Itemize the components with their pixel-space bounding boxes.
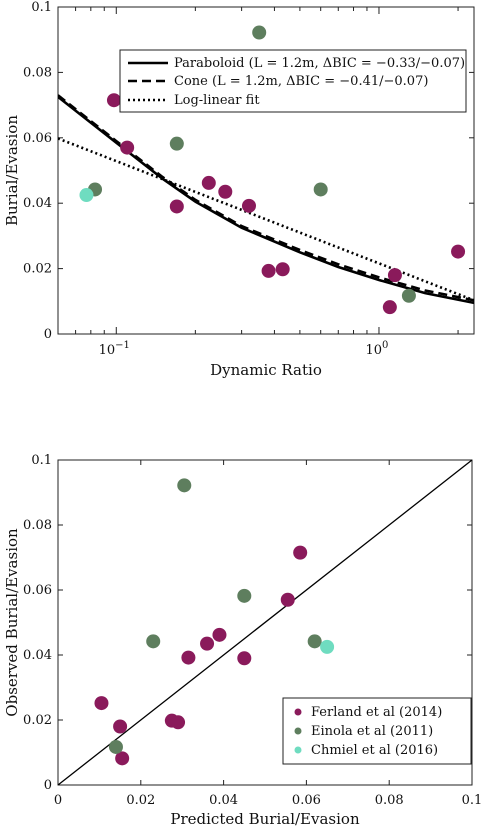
y-tick-label-top: 0.1: [31, 0, 52, 15]
y-tick-label-bottom: 0.1: [31, 453, 52, 468]
paraboloid-line: [58, 95, 474, 305]
plot-area-top: [57, 6, 475, 335]
y-axis-bottom: 0 0.02 0.04 0.06 0.08 0.1: [23, 453, 472, 793]
data-point-top: [252, 25, 267, 40]
chart-top: 0 0.02 0.04 0.06 0.08 0.1 10−1 100 Dynamic Rat…: [3, 0, 475, 379]
y-tick-label-top: 0.06: [23, 131, 52, 146]
y-tick-label-top: 0.08: [23, 65, 52, 80]
legend-marker-ferland: [294, 708, 302, 716]
legend-label-ferland: Ferland et al (2014): [311, 705, 442, 720]
y-axis-label-bottom: Observed Burial/Evasion: [3, 528, 21, 717]
x-tick-label-bottom: 0.06: [292, 793, 321, 808]
x-tick-label-bottom: 0.02: [126, 793, 155, 808]
x-tick-label-bottom: 0.1: [462, 793, 483, 808]
data-point-bottom: [237, 651, 252, 666]
data-point-top: [387, 268, 402, 283]
legend-label-loglinear: Log-linear fit: [174, 93, 260, 108]
data-point-top: [313, 182, 328, 197]
data-point-top: [401, 288, 416, 303]
legend-marker-chmiel: [294, 746, 302, 754]
fit-lines: [58, 94, 474, 305]
y-axis-label-top: Burial/Evasion: [3, 115, 21, 226]
data-point-bottom: [320, 639, 335, 654]
data-point-top: [201, 175, 216, 190]
y-tick-label-top: 0: [44, 327, 52, 342]
data-points-bottom: [94, 478, 335, 766]
y-axis-top: 0 0.02 0.04 0.06 0.08 0.1: [23, 0, 474, 342]
x-tick-label-top: 100: [366, 340, 389, 358]
x-axis-bottom: 0 0.02 0.04 0.06 0.08 0.1: [54, 460, 482, 808]
y-tick-label-bottom: 0.04: [23, 648, 52, 663]
y-tick-label-bottom: 0.06: [23, 583, 52, 598]
loglinear-line: [58, 137, 474, 302]
data-point-bottom: [94, 696, 109, 711]
data-point-top: [106, 93, 121, 108]
legend-label-cone: Cone (L = 1.2m, ΔBIC = −0.41/−0.07): [174, 74, 428, 89]
data-point-bottom: [293, 545, 308, 560]
data-point-bottom: [171, 715, 186, 730]
data-point-top: [169, 136, 184, 151]
data-point-top: [120, 140, 135, 155]
data-point-bottom: [108, 739, 123, 754]
one-to-one-line: [57, 459, 473, 786]
x-tick-label-bottom: 0.04: [209, 793, 238, 808]
data-point-bottom: [307, 634, 322, 649]
data-point-top: [382, 300, 397, 315]
data-point-top: [241, 198, 256, 213]
legend-top: Paraboloid (L = 1.2m, ΔBIC = −0.33/−0.07…: [119, 49, 467, 113]
data-points-top: [79, 25, 466, 315]
legend-label-paraboloid: Paraboloid (L = 1.2m, ΔBIC = −0.33/−0.07…: [174, 56, 465, 71]
data-point-top: [79, 188, 94, 203]
data-point-bottom: [212, 627, 227, 642]
data-point-top: [261, 263, 276, 278]
legend-bottom: Ferland et al (2014) Einola et al (2011)…: [282, 697, 472, 765]
data-point-bottom: [237, 588, 252, 603]
plot-area-bottom: [57, 459, 473, 786]
x-axis-label-bottom: Predicted Burial/Evasion: [170, 810, 360, 828]
data-point-bottom: [177, 478, 192, 493]
x-axis-label-top: Dynamic Ratio: [210, 361, 322, 379]
data-point-top: [169, 199, 184, 214]
y-tick-label-bottom: 0: [44, 778, 52, 793]
data-point-bottom: [280, 592, 295, 607]
y-tick-label-top: 0.04: [23, 196, 52, 211]
legend-box-top: [119, 49, 467, 113]
data-point-bottom: [115, 751, 130, 766]
y-tick-label-top: 0.02: [23, 262, 52, 277]
data-point-bottom: [181, 650, 196, 665]
x-tick-label-bottom: 0: [54, 793, 62, 808]
data-point-bottom: [200, 636, 215, 651]
legend-box-bottom: [282, 697, 472, 765]
cone-line: [58, 94, 474, 302]
legend-marker-einola: [294, 727, 302, 735]
x-tick-label-bottom: 0.08: [375, 793, 404, 808]
data-point-bottom: [113, 719, 128, 734]
legend-label-chmiel: Chmiel et al (2016): [311, 743, 438, 758]
y-tick-label-bottom: 0.08: [23, 518, 52, 533]
data-point-top: [275, 262, 290, 277]
chart-bottom: 0 0.02 0.04 0.06 0.08 0.1 0 0.02 0.04 0.06 0.08 0.…: [3, 453, 482, 828]
x-tick-label-top: 10−1: [99, 340, 130, 358]
data-point-top: [451, 244, 466, 259]
data-point-bottom: [146, 634, 161, 649]
data-point-top: [218, 184, 233, 199]
y-tick-label-bottom: 0.02: [23, 713, 52, 728]
legend-label-einola: Einola et al (2011): [311, 724, 433, 739]
